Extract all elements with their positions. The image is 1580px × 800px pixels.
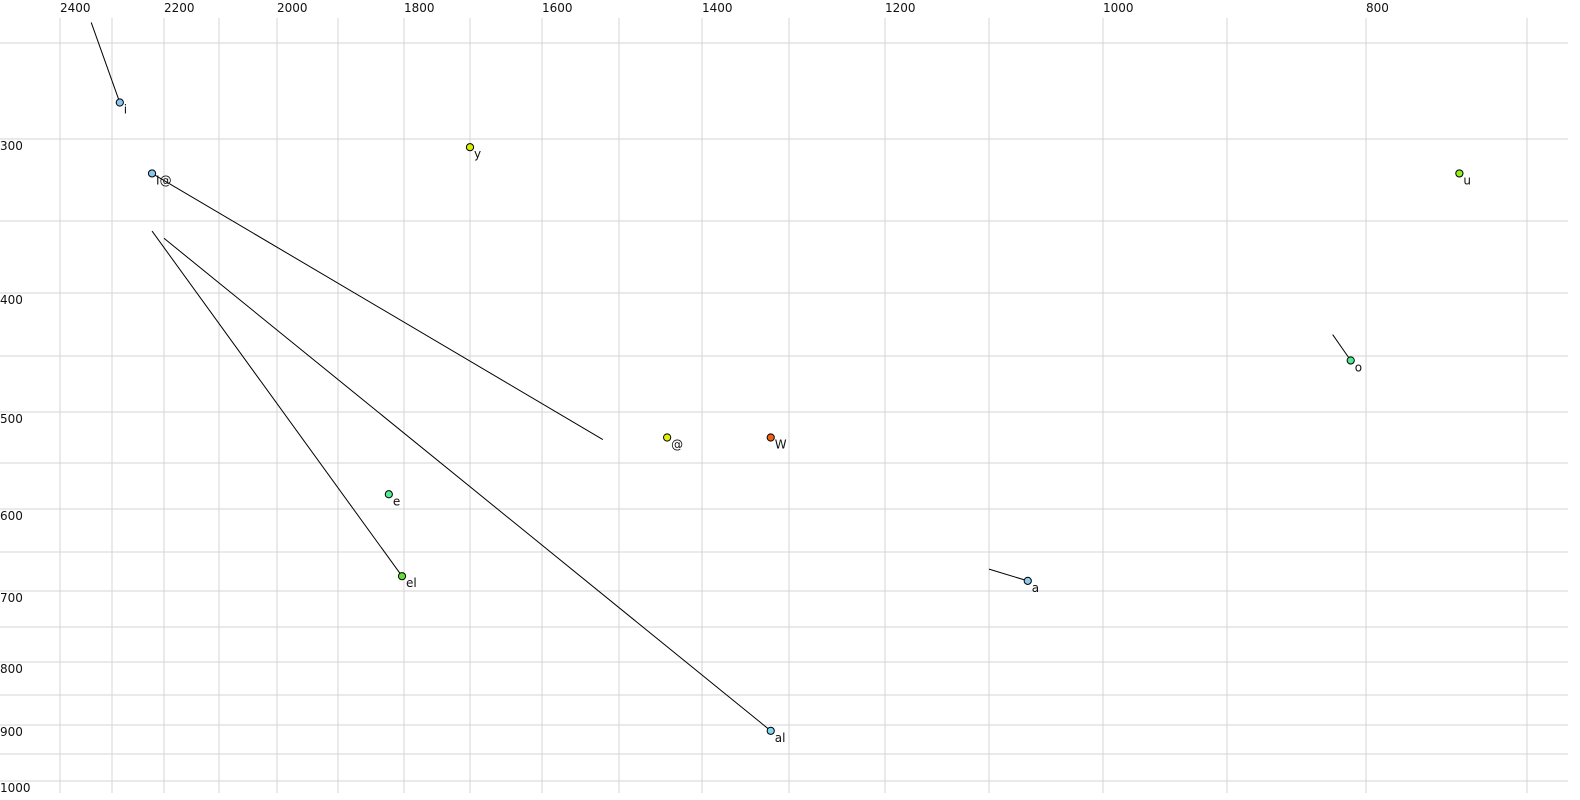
data-points: i I@ y u o @ We el a al	[115, 98, 1471, 745]
data-point-a	[1023, 576, 1032, 585]
x-tick-label: 2200	[164, 1, 195, 15]
x-tick-label: 1800	[404, 1, 435, 15]
y-tick-label: 500	[0, 412, 23, 426]
trajectories	[90, 22, 1352, 732]
y-tick-label: 1000	[0, 781, 31, 795]
x-tick-label: 2000	[277, 1, 308, 15]
trajectory-I@	[151, 173, 604, 440]
x-tick-label: 1000	[1103, 1, 1134, 15]
trajectory-el	[151, 230, 403, 577]
point-label: el	[406, 576, 417, 590]
trajectory-i	[90, 22, 121, 103]
point-label: @	[671, 438, 683, 452]
data-point-I@	[147, 169, 157, 178]
y-tick-label: 300	[0, 139, 23, 153]
x-tick-label: 1200	[885, 1, 916, 15]
x-tick-label: 1400	[702, 1, 733, 15]
y-tick-label: 700	[0, 591, 23, 605]
y-tick-label: 400	[0, 293, 23, 307]
data-point-e	[384, 490, 393, 499]
data-point-W	[766, 433, 775, 442]
trajectory-o	[1332, 334, 1352, 361]
x-tick-label: 1600	[542, 1, 573, 15]
point-label: o	[1355, 360, 1362, 374]
y-tick-label: 900	[0, 725, 23, 739]
point-label: u	[1463, 173, 1471, 187]
point-label: y	[474, 147, 481, 161]
data-point-al	[766, 726, 775, 735]
data-point-@	[663, 433, 672, 442]
grid	[0, 18, 1568, 793]
data-point-i	[115, 98, 124, 107]
point-label: a	[1032, 581, 1039, 595]
point-label: i	[124, 103, 127, 117]
x-tick-label: 800	[1366, 1, 1389, 15]
x-tick-label: 2400	[60, 1, 91, 15]
y-tick-label: 600	[0, 509, 23, 523]
point-label: I@	[156, 173, 172, 187]
data-point-el	[397, 572, 407, 581]
point-label: e	[393, 494, 400, 508]
data-point-o	[1346, 356, 1355, 365]
data-point-u	[1455, 169, 1464, 178]
data-point-y	[465, 143, 475, 152]
trajectory-a	[988, 568, 1028, 582]
trajectory-al	[163, 237, 772, 732]
y-axis-ticks: 300 400 500 600 700 800 900 1000	[0, 139, 31, 795]
x-axis-ticks: 2400 2200 2000 1800 1600 1400 1200 1000 800	[60, 1, 1389, 15]
point-label: al	[775, 731, 786, 745]
y-tick-label: 800	[0, 662, 23, 676]
point-label: W	[775, 438, 787, 452]
